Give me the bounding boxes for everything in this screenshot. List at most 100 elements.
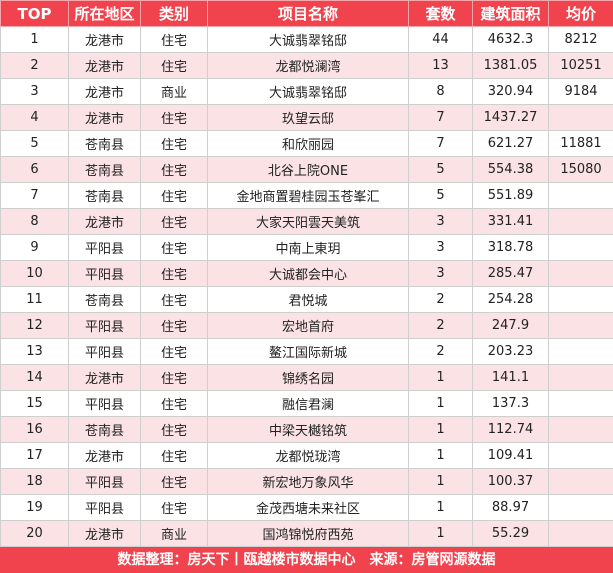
cell-units: 3 — [408, 208, 473, 235]
table-row: 19 平阳县 住宅 金茂西塘未来社区 1 88.97 — [0, 494, 613, 521]
cell-units: 1 — [408, 364, 473, 391]
cell-region: 苍南县 — [68, 130, 141, 157]
table-row: 18 平阳县 住宅 新宏地万象风华 1 100.37 — [0, 468, 613, 495]
cell-region: 苍南县 — [68, 286, 141, 313]
cell-rank: 7 — [0, 182, 69, 209]
table-header: TOP 所在地区 类别 项目名称 套数 建筑面积 均价 — [0, 0, 613, 27]
cell-category: 住宅 — [140, 26, 208, 53]
cell-region: 平阳县 — [68, 260, 141, 287]
cell-region: 龙港市 — [68, 442, 141, 469]
cell-region: 龙港市 — [68, 52, 141, 79]
cell-category: 住宅 — [140, 52, 208, 79]
cell-units: 2 — [408, 312, 473, 339]
cell-units: 2 — [408, 286, 473, 313]
cell-units: 2 — [408, 338, 473, 365]
cell-area: 320.94 — [472, 78, 549, 105]
cell-project-name: 中南上東玥 — [207, 234, 409, 261]
cell-units: 1 — [408, 520, 473, 547]
cell-rank: 1 — [0, 26, 69, 53]
cell-units: 5 — [408, 156, 473, 183]
cell-avg-price — [548, 520, 613, 547]
cell-category: 住宅 — [140, 182, 208, 209]
cell-avg-price — [548, 494, 613, 521]
cell-rank: 13 — [0, 338, 69, 365]
cell-project-name: 北谷上院ONE — [207, 156, 409, 183]
cell-area: 203.23 — [472, 338, 549, 365]
cell-rank: 6 — [0, 156, 69, 183]
cell-avg-price — [548, 312, 613, 339]
cell-rank: 2 — [0, 52, 69, 79]
cell-area: 285.47 — [472, 260, 549, 287]
cell-rank: 20 — [0, 520, 69, 547]
cell-category: 住宅 — [140, 364, 208, 391]
cell-area: 247.9 — [472, 312, 549, 339]
cell-area: 141.1 — [472, 364, 549, 391]
table-row: 12 平阳县 住宅 宏地首府 2 247.9 — [0, 312, 613, 339]
cell-rank: 16 — [0, 416, 69, 443]
cell-category: 住宅 — [140, 468, 208, 495]
cell-avg-price — [548, 182, 613, 209]
cell-project-name: 君悦城 — [207, 286, 409, 313]
cell-avg-price — [548, 364, 613, 391]
cell-rank: 12 — [0, 312, 69, 339]
cell-project-name: 金地商置碧桂园玉苍峯汇 — [207, 182, 409, 209]
cell-area: 1381.05 — [472, 52, 549, 79]
cell-region: 龙港市 — [68, 364, 141, 391]
cell-units: 7 — [408, 104, 473, 131]
cell-avg-price: 15080 — [548, 156, 613, 183]
cell-rank: 19 — [0, 494, 69, 521]
cell-avg-price — [548, 468, 613, 495]
table-row: 11 苍南县 住宅 君悦城 2 254.28 — [0, 286, 613, 313]
cell-category: 住宅 — [140, 312, 208, 339]
cell-area: 551.89 — [472, 182, 549, 209]
table-row: 3 龙港市 商业 大诚翡翠铭邸 8 320.94 9184 — [0, 78, 613, 105]
cell-rank: 15 — [0, 390, 69, 417]
cell-category: 住宅 — [140, 286, 208, 313]
cell-avg-price — [548, 234, 613, 261]
cell-project-name: 融信君澜 — [207, 390, 409, 417]
cell-category: 住宅 — [140, 260, 208, 287]
source-footer: 数据整理：房天下丨瓯越楼市数据中心 来源：房管网源数据 — [0, 547, 613, 573]
cell-rank: 8 — [0, 208, 69, 235]
cell-category: 住宅 — [140, 416, 208, 443]
table-row: 15 平阳县 住宅 融信君澜 1 137.3 — [0, 390, 613, 417]
header-project-name: 项目名称 — [207, 0, 409, 27]
cell-area: 318.78 — [472, 234, 549, 261]
cell-category: 住宅 — [140, 130, 208, 157]
sales-ranking-table: TOP 所在地区 类别 项目名称 套数 建筑面积 均价 1 龙港市 住宅 大诚翡翠铭邸 44 4632… — [0, 0, 613, 547]
cell-rank: 9 — [0, 234, 69, 261]
cell-project-name: 宏地首府 — [207, 312, 409, 339]
cell-units: 13 — [408, 52, 473, 79]
cell-units: 44 — [408, 26, 473, 53]
cell-area: 4632.3 — [472, 26, 549, 53]
cell-avg-price: 10251 — [548, 52, 613, 79]
cell-area: 621.27 — [472, 130, 549, 157]
cell-region: 苍南县 — [68, 416, 141, 443]
cell-project-name: 金茂西塘未来社区 — [207, 494, 409, 521]
table-row: 5 苍南县 住宅 和欣丽园 7 621.27 11881 — [0, 130, 613, 157]
cell-units: 3 — [408, 234, 473, 261]
cell-area: 88.97 — [472, 494, 549, 521]
cell-category: 住宅 — [140, 494, 208, 521]
header-avg-price: 均价 — [548, 0, 613, 27]
cell-category: 住宅 — [140, 156, 208, 183]
cell-category: 住宅 — [140, 390, 208, 417]
cell-units: 1 — [408, 494, 473, 521]
cell-region: 龙港市 — [68, 520, 141, 547]
cell-region: 龙港市 — [68, 78, 141, 105]
cell-units: 1 — [408, 416, 473, 443]
cell-area: 112.74 — [472, 416, 549, 443]
cell-units: 3 — [408, 260, 473, 287]
cell-units: 7 — [408, 130, 473, 157]
table-row: 16 苍南县 住宅 中梁天樾铭筑 1 112.74 — [0, 416, 613, 443]
cell-units: 1 — [408, 468, 473, 495]
cell-avg-price — [548, 208, 613, 235]
cell-units: 8 — [408, 78, 473, 105]
cell-project-name: 鳌江国际新城 — [207, 338, 409, 365]
cell-region: 平阳县 — [68, 390, 141, 417]
cell-region: 龙港市 — [68, 104, 141, 131]
header-category: 类别 — [140, 0, 208, 27]
cell-category: 住宅 — [140, 208, 208, 235]
table-row: 6 苍南县 住宅 北谷上院ONE 5 554.38 15080 — [0, 156, 613, 183]
cell-region: 平阳县 — [68, 338, 141, 365]
